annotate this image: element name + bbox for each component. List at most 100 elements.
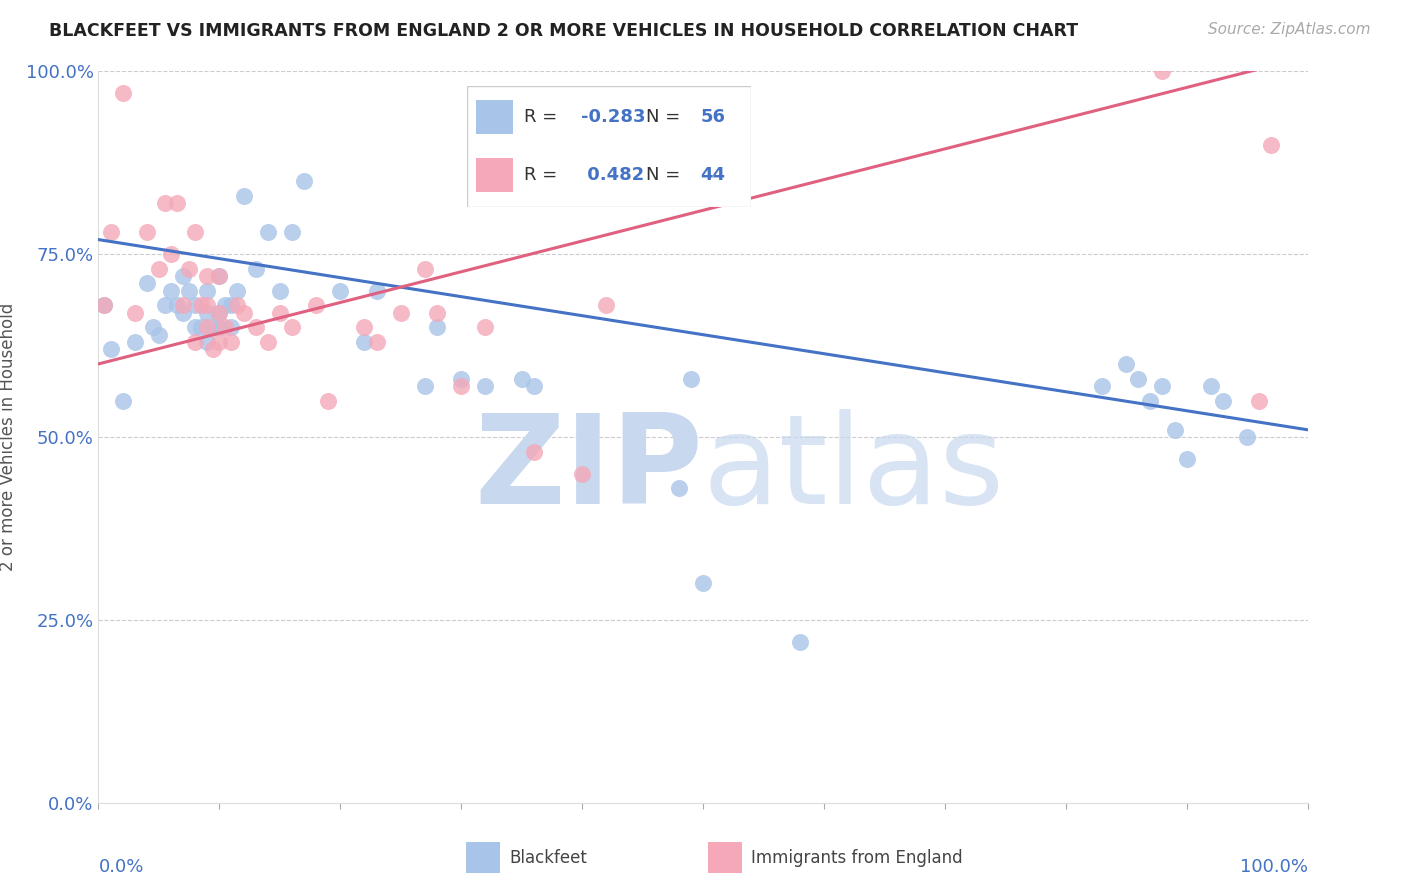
Point	[148, 261, 170, 276]
Point	[111, 393, 134, 408]
Point	[208, 306, 231, 320]
Point	[221, 320, 243, 334]
Point	[474, 379, 496, 393]
Point	[166, 298, 188, 312]
Point	[232, 306, 254, 320]
Text: atlas: atlas	[703, 409, 1005, 531]
Point	[208, 334, 231, 349]
Point	[226, 284, 249, 298]
Point	[1212, 393, 1234, 408]
Point	[692, 576, 714, 591]
Point	[184, 225, 207, 239]
Point	[100, 225, 122, 239]
Point	[221, 298, 243, 312]
Point	[184, 298, 207, 312]
Point	[679, 371, 702, 385]
Point	[1152, 379, 1174, 393]
Point	[789, 635, 811, 649]
Point	[366, 334, 388, 349]
Point	[195, 284, 218, 298]
Point	[316, 393, 339, 408]
Point	[214, 320, 236, 334]
Point	[153, 298, 176, 312]
Point	[474, 320, 496, 334]
Point	[124, 306, 146, 320]
Point	[142, 320, 165, 334]
Point	[245, 320, 267, 334]
Point	[1091, 379, 1114, 393]
Text: Source: ZipAtlas.com: Source: ZipAtlas.com	[1208, 22, 1371, 37]
Point	[523, 379, 546, 393]
Point	[179, 261, 201, 276]
Point	[214, 298, 236, 312]
Point	[221, 334, 243, 349]
Point	[269, 284, 291, 298]
Point	[184, 320, 207, 334]
Point	[148, 327, 170, 342]
Point	[166, 196, 188, 211]
Point	[160, 247, 183, 261]
Point	[208, 269, 231, 284]
Point	[1163, 423, 1185, 437]
Point	[571, 467, 593, 481]
Point	[426, 320, 449, 334]
Text: BLACKFEET VS IMMIGRANTS FROM ENGLAND 2 OR MORE VEHICLES IN HOUSEHOLD CORRELATION: BLACKFEET VS IMMIGRANTS FROM ENGLAND 2 O…	[49, 22, 1078, 40]
Point	[135, 277, 157, 291]
Point	[135, 225, 157, 239]
Point	[208, 320, 231, 334]
Point	[195, 269, 218, 284]
Point	[1139, 393, 1161, 408]
Point	[202, 343, 225, 357]
Point	[100, 343, 122, 357]
Y-axis label: 2 or more Vehicles in Household: 2 or more Vehicles in Household	[0, 303, 17, 571]
Point	[245, 261, 267, 276]
Point	[523, 444, 546, 458]
Point	[153, 196, 176, 211]
Point	[93, 298, 115, 312]
Point	[208, 306, 231, 320]
Point	[595, 298, 617, 312]
Point	[202, 320, 225, 334]
Point	[208, 269, 231, 284]
Point	[281, 225, 304, 239]
Point	[510, 371, 533, 385]
Point	[281, 320, 304, 334]
Point	[195, 334, 218, 349]
Text: 0.0%: 0.0%	[98, 858, 143, 876]
Point	[111, 87, 134, 101]
Point	[389, 306, 412, 320]
Point	[1236, 430, 1258, 444]
Point	[329, 284, 352, 298]
Point	[256, 225, 278, 239]
Point	[1128, 371, 1150, 385]
Point	[366, 284, 388, 298]
Point	[124, 334, 146, 349]
Point	[172, 298, 194, 312]
Point	[232, 188, 254, 202]
Point	[160, 284, 183, 298]
Point	[226, 298, 249, 312]
Point	[1175, 452, 1198, 467]
Text: ZIP: ZIP	[474, 409, 703, 531]
Point	[195, 306, 218, 320]
Text: 100.0%: 100.0%	[1240, 858, 1308, 876]
Point	[172, 269, 194, 284]
Point	[668, 481, 690, 495]
Point	[93, 298, 115, 312]
Point	[1199, 379, 1222, 393]
Point	[1249, 393, 1271, 408]
Point	[413, 379, 436, 393]
Point	[256, 334, 278, 349]
Point	[353, 334, 375, 349]
Point	[179, 284, 201, 298]
Point	[195, 298, 218, 312]
Point	[1152, 64, 1174, 78]
Point	[190, 320, 212, 334]
Point	[1260, 137, 1282, 152]
Point	[426, 306, 449, 320]
Point	[305, 298, 328, 312]
Point	[195, 320, 218, 334]
Point	[292, 174, 315, 188]
Point	[269, 306, 291, 320]
Point	[190, 298, 212, 312]
